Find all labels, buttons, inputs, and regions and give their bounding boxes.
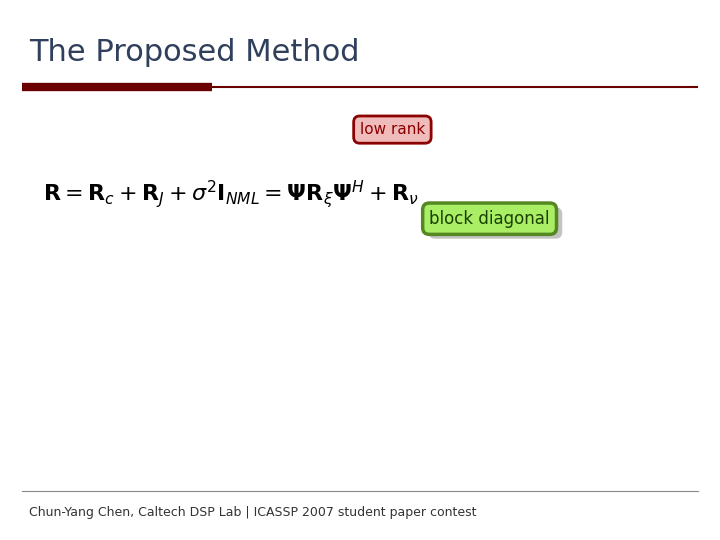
- Text: $\mathbf{R} = \mathbf{R}_{c} + \mathbf{R}_{J} + \sigma^{2}\mathbf{I}_{NML}= \mat: $\mathbf{R} = \mathbf{R}_{c} + \mathbf{R…: [43, 178, 419, 211]
- Text: The Proposed Method: The Proposed Method: [29, 38, 359, 67]
- Text: low rank: low rank: [360, 122, 425, 137]
- Text: block diagonal: block diagonal: [435, 214, 556, 232]
- Text: block diagonal: block diagonal: [429, 210, 550, 228]
- Text: Chun-Yang Chen, Caltech DSP Lab | ICASSP 2007 student paper contest: Chun-Yang Chen, Caltech DSP Lab | ICASSP…: [29, 507, 477, 519]
